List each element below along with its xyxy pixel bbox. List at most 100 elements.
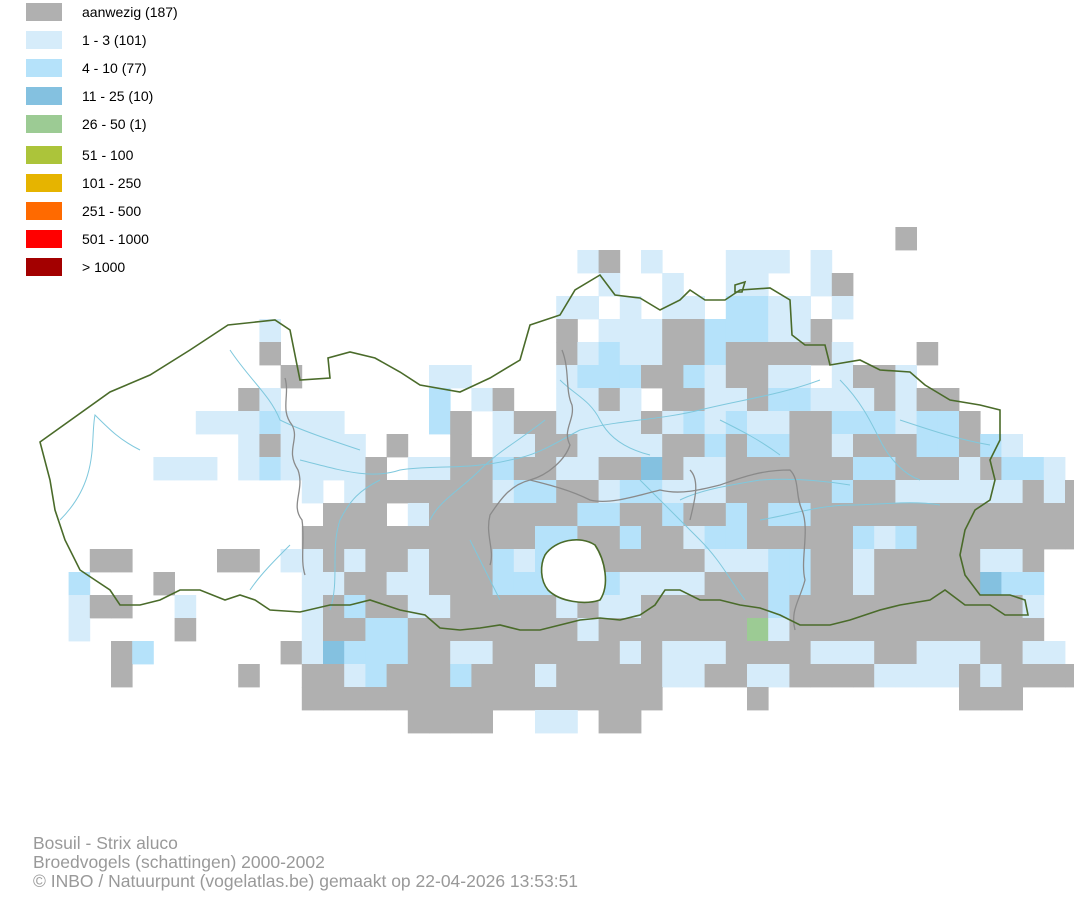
grid-cell (1001, 572, 1023, 596)
grid-cell (492, 687, 515, 711)
grid-cell (407, 572, 430, 596)
grid-cell (598, 664, 621, 688)
grid-cell (959, 457, 981, 481)
grid-cell (259, 457, 281, 481)
grid-cell (471, 526, 493, 550)
river (839, 379, 921, 481)
grid-cell (853, 618, 875, 642)
legend-swatch (26, 146, 62, 164)
grid-cell (683, 503, 705, 527)
grid-cell (853, 549, 875, 573)
grid-cell (725, 595, 748, 619)
grid-cell (386, 595, 409, 619)
grid-cell (831, 526, 854, 550)
grid-cell (174, 595, 197, 619)
grid-cell (386, 618, 409, 642)
grid-cell (831, 365, 854, 389)
grid-cell (365, 641, 387, 665)
grid-cell (789, 618, 811, 642)
grid-cell (344, 687, 366, 711)
grid-cell (301, 572, 324, 596)
river (249, 544, 291, 591)
grid-cell (619, 710, 642, 734)
grid-cell (450, 710, 472, 734)
grid-cell (641, 365, 663, 389)
grid-cell (980, 664, 1002, 688)
grid-cell (895, 572, 917, 596)
grid-cell (492, 664, 515, 688)
grid-cell (895, 388, 917, 412)
grid-cell (344, 503, 366, 527)
grid-cell (831, 549, 854, 573)
grid-cell (365, 503, 387, 527)
grid-cell (810, 595, 833, 619)
grid-cell (916, 480, 939, 504)
grid-cell (662, 503, 684, 527)
grid-cell (831, 434, 854, 458)
grid-cell (386, 480, 409, 504)
grid-cell (471, 503, 493, 527)
grid-cell (895, 227, 917, 251)
grid-cell (535, 664, 557, 688)
grid-cell (916, 457, 939, 481)
grid-cell (704, 572, 727, 596)
grid-cell (747, 457, 769, 481)
grid-cell (810, 250, 833, 274)
grid-cell (810, 273, 833, 297)
province-border (689, 469, 697, 521)
grid-cell (704, 365, 727, 389)
grid-cell (344, 457, 366, 481)
grid-cell (1001, 595, 1023, 619)
grid-cell (789, 319, 811, 343)
grid-cell (577, 411, 599, 435)
grid-cell (683, 457, 705, 481)
grid-cell (407, 664, 430, 688)
grid-cell (895, 503, 917, 527)
grid-cell (662, 572, 684, 596)
grid-cell (429, 710, 451, 734)
grid-cell (789, 641, 811, 665)
grid-cell (238, 457, 260, 481)
grid-cell (153, 457, 175, 481)
grid-cell (959, 641, 981, 665)
grid-cell (747, 273, 769, 297)
grid-cell (683, 549, 705, 573)
grid-cell (683, 664, 705, 688)
grid-cell (768, 296, 790, 320)
grid-cell (89, 549, 112, 573)
grid-cell (789, 480, 811, 504)
grid-cell (1043, 503, 1066, 527)
grid-cell (577, 687, 599, 711)
legend-swatch (26, 115, 62, 133)
grid-cell (874, 411, 896, 435)
grid-cell (683, 434, 705, 458)
grid-cell (365, 572, 387, 596)
grid-cell (429, 365, 451, 389)
grid-cell (704, 664, 727, 688)
grid-cell (747, 618, 769, 642)
grid-cell (471, 572, 493, 596)
grid-cell (1065, 480, 1074, 504)
grid-cell (280, 434, 303, 458)
grid-cell (301, 480, 324, 504)
grid-cell (789, 388, 811, 412)
legend-label: 26 - 50 (1) (82, 116, 147, 132)
grid-cell (195, 457, 218, 481)
grid-cell (429, 388, 451, 412)
grid-cell (768, 457, 790, 481)
grid-cell (662, 641, 684, 665)
grid-cell (937, 664, 960, 688)
grid-cell (1043, 480, 1066, 504)
grid-cell (768, 365, 790, 389)
grid-cell (259, 434, 281, 458)
grid-cell (980, 434, 1002, 458)
grid-cell (513, 572, 536, 596)
grid-cell (662, 273, 684, 297)
grid-cell (619, 388, 642, 412)
grid-cell (450, 595, 472, 619)
grid-cell (747, 641, 769, 665)
grid-cell (916, 388, 939, 412)
grid-cell (577, 664, 599, 688)
grid-cell (365, 480, 387, 504)
grid-cell (450, 457, 472, 481)
